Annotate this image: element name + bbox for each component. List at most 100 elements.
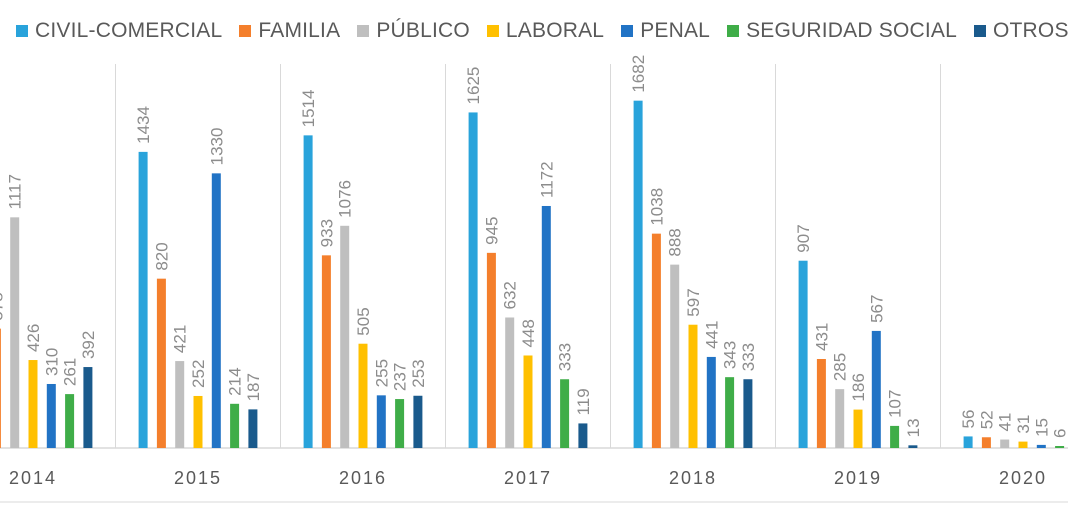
data-label: 448: [519, 319, 538, 347]
data-label: 187: [244, 373, 263, 401]
x-tick-label: 2019: [834, 468, 882, 488]
data-label: 597: [684, 288, 703, 316]
data-label: 1682: [629, 55, 648, 93]
legend-swatch: [357, 25, 370, 37]
bar: [1018, 441, 1028, 448]
bar: [743, 379, 753, 448]
bar: [486, 252, 496, 448]
bar: [890, 425, 900, 448]
legend-item: PÚBLICO: [357, 19, 470, 43]
data-label: 15: [1032, 418, 1051, 437]
bar: [468, 112, 478, 448]
x-tick-label: 2016: [339, 468, 387, 488]
bar: [651, 233, 661, 448]
legend-label: PÚBLICO: [376, 19, 470, 42]
legend-item: PENAL: [621, 19, 710, 43]
data-label: 6: [1051, 429, 1068, 438]
legend-item: LABORAL: [486, 19, 604, 43]
legend-item: SEGURIDAD SOCIAL: [727, 19, 957, 43]
bar: [340, 225, 350, 448]
data-label: 310: [42, 348, 61, 376]
bar: [193, 395, 203, 448]
bar: [395, 399, 405, 448]
legend-label: PENAL: [640, 19, 711, 42]
bar: [230, 403, 240, 448]
data-label: 1434: [134, 106, 153, 144]
data-label: 252: [189, 360, 208, 388]
bar: [853, 409, 863, 448]
bar: [248, 409, 258, 448]
data-label: 255: [372, 359, 391, 387]
data-label: 945: [482, 216, 501, 244]
data-label: 907: [794, 224, 813, 252]
legend-swatch: [486, 25, 499, 37]
x-tick-label: 2020: [999, 468, 1047, 488]
data-label: 392: [79, 331, 98, 359]
bar: [1055, 446, 1065, 448]
bar: [523, 355, 533, 448]
legend-label: OTROS: [992, 19, 1068, 42]
bar: [303, 135, 313, 448]
bar: [835, 389, 845, 448]
bar: [981, 437, 991, 448]
data-label: 820: [152, 242, 171, 270]
bar: [688, 324, 698, 448]
data-label: 441: [702, 321, 721, 349]
data-label: 52: [977, 410, 996, 429]
bar: [46, 383, 56, 448]
data-label: 505: [354, 307, 373, 335]
bar: [175, 361, 185, 448]
legend-label: CIVIL-COMERCIAL: [35, 19, 223, 42]
data-label: 253: [409, 359, 428, 387]
legend-swatch: [16, 25, 28, 37]
bar: [321, 255, 331, 448]
legend-item: FAMILIA: [239, 19, 340, 43]
legend-swatch: [239, 25, 252, 37]
data-label: 1514: [299, 90, 318, 128]
data-label: 421: [171, 325, 190, 353]
legend-swatch: [973, 25, 986, 37]
data-label: 632: [501, 281, 520, 309]
legend-swatch: [727, 25, 740, 37]
bar: [578, 423, 588, 448]
x-tick-label: 2014: [9, 468, 57, 488]
chart-legend: CIVIL-COMERCIAL FAMILIA PÚBLICO LABORAL PENA…: [16, 16, 1068, 46]
bar: [505, 317, 515, 448]
data-label: 237: [391, 363, 410, 391]
data-label: 56: [959, 410, 978, 429]
bar: [560, 379, 570, 448]
bar: [138, 151, 148, 448]
data-label: 214: [226, 367, 245, 395]
data-label: 426: [24, 324, 43, 352]
bar: [413, 395, 423, 448]
data-label: 119: [574, 388, 593, 415]
bar: [1036, 444, 1046, 448]
legend-item: OTROS: [973, 19, 1068, 43]
data-label: 261: [61, 358, 80, 386]
data-label: 888: [666, 228, 685, 256]
bar: [0, 328, 1, 448]
data-label: 343: [721, 341, 740, 369]
bar: [376, 395, 386, 448]
bar: [670, 264, 680, 448]
data-label: 333: [556, 343, 575, 371]
bar: [83, 367, 93, 448]
data-label: 41: [996, 413, 1015, 432]
bar: [908, 445, 918, 448]
data-label: 186: [849, 373, 868, 401]
bar: [10, 217, 20, 448]
data-label: 431: [812, 323, 831, 351]
data-label: 578: [0, 292, 6, 320]
data-label: 933: [317, 219, 336, 247]
bar: [706, 356, 716, 448]
bar: [798, 260, 808, 448]
data-label: 1117: [6, 174, 25, 209]
bar: [541, 205, 551, 448]
bar: [633, 100, 643, 449]
bar: [1000, 439, 1010, 448]
bar: [358, 343, 368, 448]
x-tick-label: 2018: [669, 468, 717, 488]
bar: [725, 377, 735, 448]
data-label: 13: [904, 418, 923, 437]
